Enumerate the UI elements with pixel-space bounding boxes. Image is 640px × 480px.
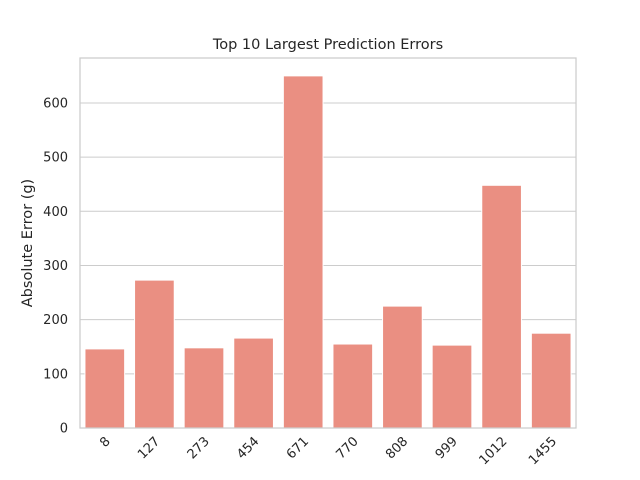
plot-frame	[79, 57, 577, 429]
x-tick-label: 127	[135, 434, 163, 462]
bar	[431, 344, 473, 429]
bar	[84, 348, 126, 429]
x-tick-label: 671	[284, 434, 312, 462]
bars	[84, 75, 572, 429]
y-tick-label: 200	[43, 313, 68, 328]
y-tick-label: 0	[60, 422, 68, 437]
x-tick-label: 8	[97, 434, 113, 450]
y-tick-label: 500	[43, 151, 68, 166]
x-tick-label: 454	[234, 434, 262, 462]
x-tick-label: 273	[185, 434, 213, 462]
x-tick-label: 1455	[526, 434, 560, 468]
x-tick-label: 770	[333, 434, 361, 462]
bar	[134, 279, 175, 429]
bar	[530, 332, 572, 429]
y-axis-label: Absolute Error (g)	[20, 179, 36, 307]
y-tick-label: 400	[43, 205, 68, 220]
bar	[233, 337, 274, 429]
y-tick-label: 300	[43, 259, 68, 274]
y-tick-label: 100	[43, 367, 68, 382]
y-tick-label: 600	[43, 96, 68, 111]
bar	[332, 343, 374, 429]
chart-title: Top 10 Largest Prediction Errors	[212, 37, 443, 53]
x-tick-label: 999	[433, 434, 461, 462]
bar	[183, 347, 225, 429]
bar	[481, 184, 522, 429]
x-tick-label: 1012	[476, 434, 510, 468]
x-tick-label: 808	[383, 434, 411, 462]
bar	[382, 305, 423, 429]
bar	[282, 75, 324, 429]
x-tick-labels: 8 127 273 454 671 770 808 999 1012 1455	[97, 434, 560, 468]
y-tick-labels: 0 100 200 300 400 500 600	[43, 96, 68, 436]
